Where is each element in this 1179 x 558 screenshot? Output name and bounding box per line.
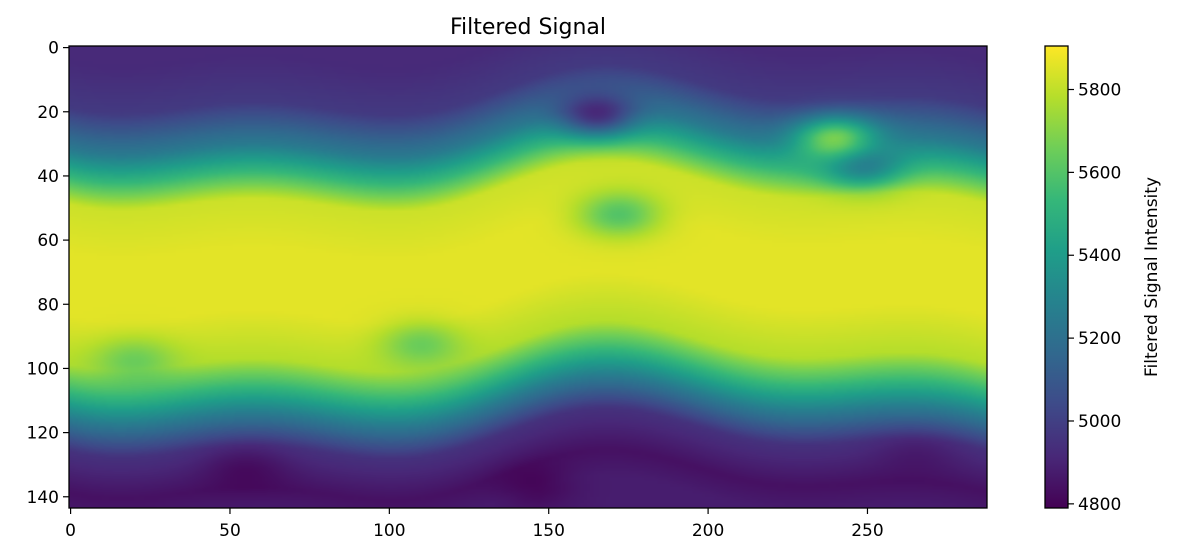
heatmap-image (69, 46, 987, 508)
plot-frame (68, 45, 988, 509)
x-axis-ticks: 0 50 100 150 200 250 (65, 508, 884, 541)
y-tick-label: 0 (48, 39, 59, 59)
y-tick-label: 80 (37, 295, 59, 315)
x-tick-label: 50 (219, 521, 241, 541)
y-tick-label: 100 (27, 359, 59, 379)
y-axis-ticks: 0 20 40 60 80 100 120 140 (27, 39, 69, 508)
colorbar-ticks: 4800 5000 5200 5400 5600 5800 (1068, 81, 1121, 515)
y-tick-label: 20 (37, 103, 59, 123)
x-tick-label: 150 (532, 521, 564, 541)
x-tick-label: 100 (373, 521, 405, 541)
colorbar-label: Filtered Signal Intensity (1142, 177, 1162, 377)
colorbar-frame (1044, 45, 1069, 509)
x-tick-label: 200 (692, 521, 724, 541)
colorbar: 4800 5000 5200 5400 5600 5800 Filtered Signal… (1044, 45, 1162, 515)
colorbar-tick-label: 5800 (1078, 81, 1121, 101)
y-tick-label: 120 (27, 424, 59, 444)
colorbar-tick-label: 5400 (1078, 246, 1121, 266)
colorbar-tick-label: 5200 (1078, 329, 1121, 349)
heatmap-plot: 0 50 100 150 200 250 0 20 40 60 80 100 120 140 (27, 39, 988, 541)
y-tick-label: 40 (37, 167, 59, 187)
x-tick-label: 0 (65, 521, 76, 541)
colorbar-tick-label: 5000 (1078, 412, 1121, 432)
y-tick-label: 60 (37, 231, 59, 251)
colorbar-tick-label: 4800 (1078, 495, 1121, 515)
y-tick-label: 140 (27, 488, 59, 508)
colorbar-gradient (1045, 46, 1068, 508)
chart-title: Filtered Signal (450, 15, 606, 40)
colorbar-tick-label: 5600 (1078, 163, 1121, 183)
x-tick-label: 250 (851, 521, 883, 541)
